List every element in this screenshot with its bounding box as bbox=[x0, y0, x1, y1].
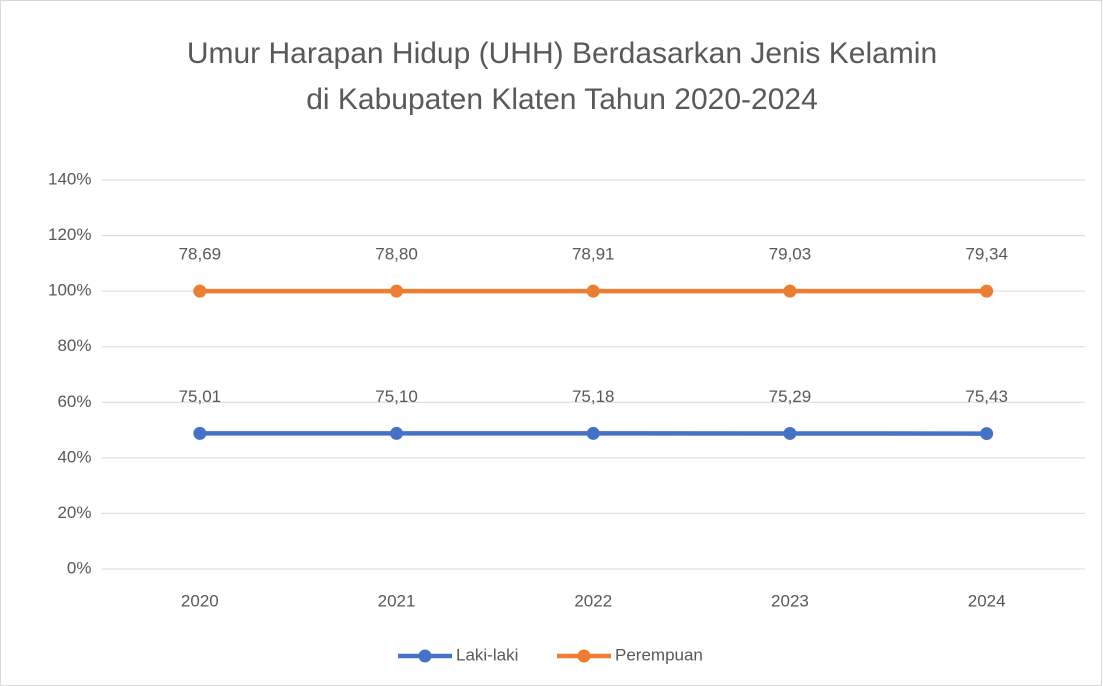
data-label: 79,03 bbox=[769, 245, 812, 264]
marker bbox=[980, 284, 994, 298]
data-label: 75,29 bbox=[769, 387, 812, 406]
marker bbox=[980, 427, 994, 441]
marker bbox=[783, 426, 797, 440]
chart-title: Umur Harapan Hidup (UHH) Berdasarkan Jen… bbox=[187, 37, 937, 70]
x-tick-label: 2021 bbox=[378, 591, 416, 610]
y-tick-label: 100% bbox=[48, 281, 91, 300]
legend-marker bbox=[577, 649, 591, 663]
data-label: 78,91 bbox=[572, 245, 615, 264]
marker bbox=[390, 426, 404, 440]
marker bbox=[193, 426, 207, 440]
data-label: 75,43 bbox=[965, 387, 1008, 406]
chart-title: di Kabupaten Klaten Tahun 2020-2024 bbox=[306, 83, 818, 116]
y-tick-label: 120% bbox=[48, 225, 91, 244]
y-tick-label: 20% bbox=[57, 503, 91, 522]
data-label: 78,80 bbox=[375, 245, 418, 264]
data-label: 75,10 bbox=[375, 387, 418, 406]
y-tick-label: 60% bbox=[57, 392, 91, 411]
marker bbox=[193, 284, 207, 298]
data-label: 75,18 bbox=[572, 387, 615, 406]
data-label: 79,34 bbox=[965, 245, 1008, 264]
data-label: 78,69 bbox=[179, 245, 222, 264]
y-tick-label: 80% bbox=[57, 336, 91, 355]
y-tick-label: 0% bbox=[67, 558, 92, 577]
legend-marker bbox=[418, 649, 432, 663]
y-tick-label: 140% bbox=[48, 169, 91, 188]
legend-label: Perempuan bbox=[615, 645, 703, 664]
data-label: 75,01 bbox=[179, 387, 222, 406]
marker bbox=[390, 284, 404, 298]
legend-label: Laki-laki bbox=[456, 645, 518, 664]
marker bbox=[586, 284, 600, 298]
x-tick-label: 2023 bbox=[771, 591, 809, 610]
x-tick-label: 2024 bbox=[968, 591, 1006, 610]
marker bbox=[586, 426, 600, 440]
y-tick-label: 40% bbox=[57, 447, 91, 466]
marker bbox=[783, 284, 797, 298]
x-tick-label: 2022 bbox=[574, 591, 612, 610]
x-tick-label: 2020 bbox=[181, 591, 219, 610]
